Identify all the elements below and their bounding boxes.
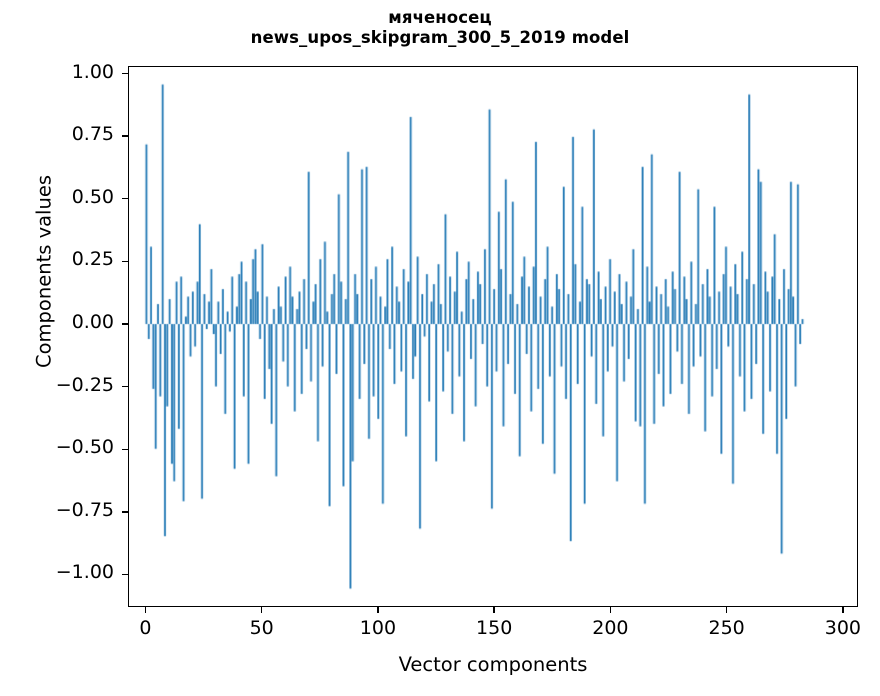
y-tick-mark — [122, 385, 128, 388]
y-tick-label: −1.00 — [55, 561, 114, 584]
x-tick-label: 0 — [139, 617, 152, 639]
x-tick-mark — [609, 607, 612, 613]
y-tick-mark — [122, 135, 128, 137]
y-tick-mark — [122, 323, 128, 325]
y-tick-label: 0.75 — [71, 123, 114, 146]
chart-title: мяченосец news_upos_skipgram_300_5_2019 … — [0, 8, 880, 48]
chart-title-line2: news_upos_skipgram_300_5_2019 model — [250, 28, 630, 48]
x-tick-mark — [725, 607, 728, 613]
x-tick-label: 100 — [359, 617, 397, 639]
chart-title-line1: мяченосец — [388, 8, 492, 27]
y-tick-label: 0.25 — [71, 248, 114, 271]
y-tick-label: 0.00 — [71, 310, 114, 333]
x-tick-mark — [493, 607, 495, 613]
y-tick-mark — [122, 260, 128, 263]
y-tick-label: −0.75 — [55, 498, 114, 521]
y-tick-mark — [122, 198, 128, 200]
y-tick-label: −0.25 — [55, 373, 114, 396]
y-tick-label: 0.50 — [71, 185, 114, 208]
y-axis-label: Components values — [32, 175, 56, 368]
y-tick-mark — [122, 511, 128, 513]
x-tick-mark — [842, 607, 844, 613]
bars-layer — [129, 67, 857, 606]
x-tick-mark — [260, 607, 263, 613]
x-tick-mark — [144, 607, 147, 613]
y-tick-label: 1.00 — [71, 60, 114, 83]
x-tick-label: 250 — [708, 617, 745, 639]
y-tick-mark — [122, 448, 128, 450]
x-axis-label: Vector components — [398, 653, 588, 676]
y-tick-label: −0.50 — [55, 436, 114, 459]
x-tick-label: 200 — [592, 617, 629, 639]
plot-area — [128, 66, 858, 607]
x-tick-label: 50 — [249, 617, 274, 639]
y-tick-mark — [122, 573, 128, 576]
x-tick-label: 300 — [824, 617, 861, 639]
y-tick-mark — [122, 72, 128, 75]
x-tick-label: 150 — [476, 617, 513, 639]
x-tick-mark — [377, 607, 379, 613]
